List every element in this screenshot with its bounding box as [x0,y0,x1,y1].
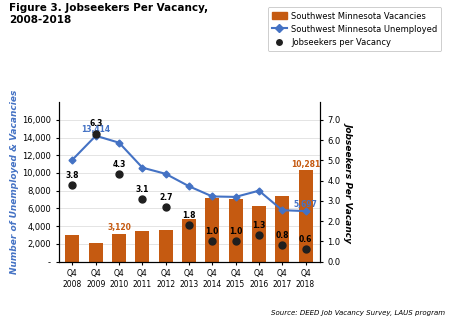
Bar [229,199,243,262]
Text: Figure 3. Jobseekers Per Vacancy,
2008-2018: Figure 3. Jobseekers Per Vacancy, 2008-2… [9,3,208,25]
Point [92,131,99,137]
Bar [275,196,289,262]
Text: 0.6: 0.6 [299,235,312,244]
Text: 13,414: 13,414 [81,124,110,134]
Text: 10,281: 10,281 [291,160,320,169]
Point [185,223,193,228]
Bar [252,206,266,262]
Text: 2.7: 2.7 [159,193,172,202]
Y-axis label: Number of Unemployed & Vacancies: Number of Unemployed & Vacancies [10,90,19,274]
Y-axis label: Jobseekers Per Vacancy: Jobseekers Per Vacancy [345,122,354,242]
Text: 0.8: 0.8 [275,231,289,240]
Bar [182,219,196,262]
Text: 1.3: 1.3 [252,221,266,230]
Bar [89,242,103,262]
Point [69,182,76,187]
Text: 1.0: 1.0 [229,227,242,236]
Text: 3,120: 3,120 [107,223,131,232]
Text: 1.0: 1.0 [206,227,219,236]
Point [279,243,286,248]
Point [232,239,239,244]
Bar [112,234,126,262]
Text: 5,697: 5,697 [293,200,317,209]
Text: 3.8: 3.8 [66,171,79,180]
Text: Source: DEED Job Vacancy Survey, LAUS program: Source: DEED Job Vacancy Survey, LAUS pr… [271,310,446,316]
Point [255,233,262,238]
Text: 3.1: 3.1 [136,185,149,194]
Text: 1.8: 1.8 [182,211,196,220]
Text: 4.3: 4.3 [112,160,126,169]
Bar [159,230,173,262]
Bar [205,198,219,262]
Point [162,204,169,210]
Bar [66,235,80,262]
Point [302,247,309,252]
Text: 6.3: 6.3 [89,119,103,128]
Bar [135,231,149,262]
Bar [298,170,312,262]
Point [139,196,146,201]
Point [209,239,216,244]
Point [116,172,123,177]
Legend: Southwest Minnesota Vacancies, Southwest Minnesota Unemployed, Jobseekers per Va: Southwest Minnesota Vacancies, Southwest… [268,7,441,51]
